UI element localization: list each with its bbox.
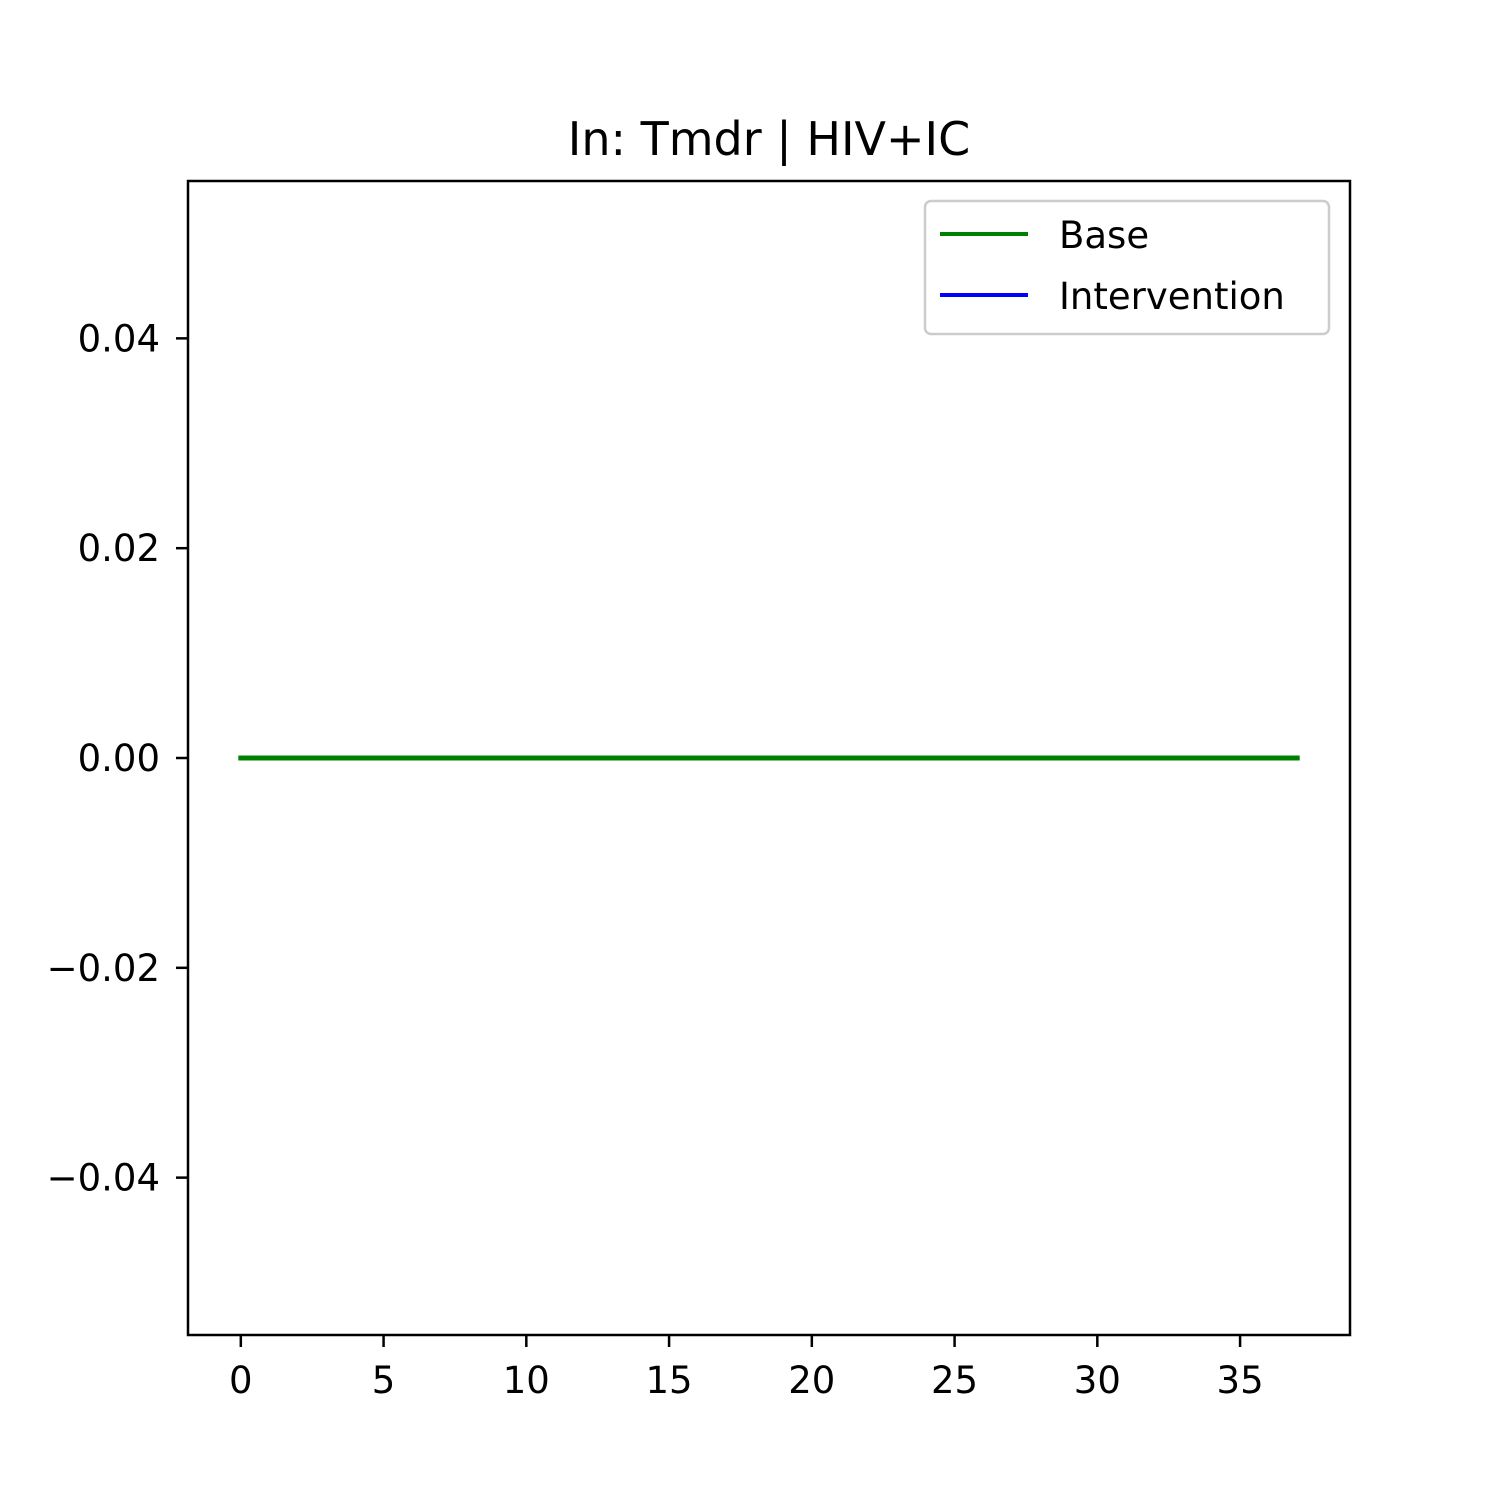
legend-label-intervention: Intervention [1059,275,1285,318]
x-tick-label: 25 [931,1359,978,1402]
x-tick-label: 20 [788,1359,835,1402]
legend: Base Intervention [923,199,1331,336]
x-tick-label: 5 [372,1359,396,1402]
y-tick-label: 0.00 [78,737,160,780]
x-axis: 0 5 10 15 20 25 30 35 [229,1335,1264,1402]
x-tick-label: 35 [1217,1359,1264,1402]
x-tick-label: 15 [646,1359,693,1402]
y-tick-label: −0.02 [47,947,160,990]
y-tick-label: −0.04 [47,1157,160,1200]
y-tick-label: 0.04 [78,317,160,360]
y-axis: −0.04 −0.02 0.00 0.02 0.04 [47,317,188,1200]
x-tick-label: 30 [1074,1359,1121,1402]
x-tick-label: 0 [229,1359,253,1402]
x-tick-label: 10 [503,1359,550,1402]
plot-area-frame [186,179,1352,1337]
legend-label-base: Base [1059,214,1149,257]
y-tick-label: 0.02 [78,527,160,570]
chart-title: In: Tmdr | HIV+IC [568,112,970,167]
